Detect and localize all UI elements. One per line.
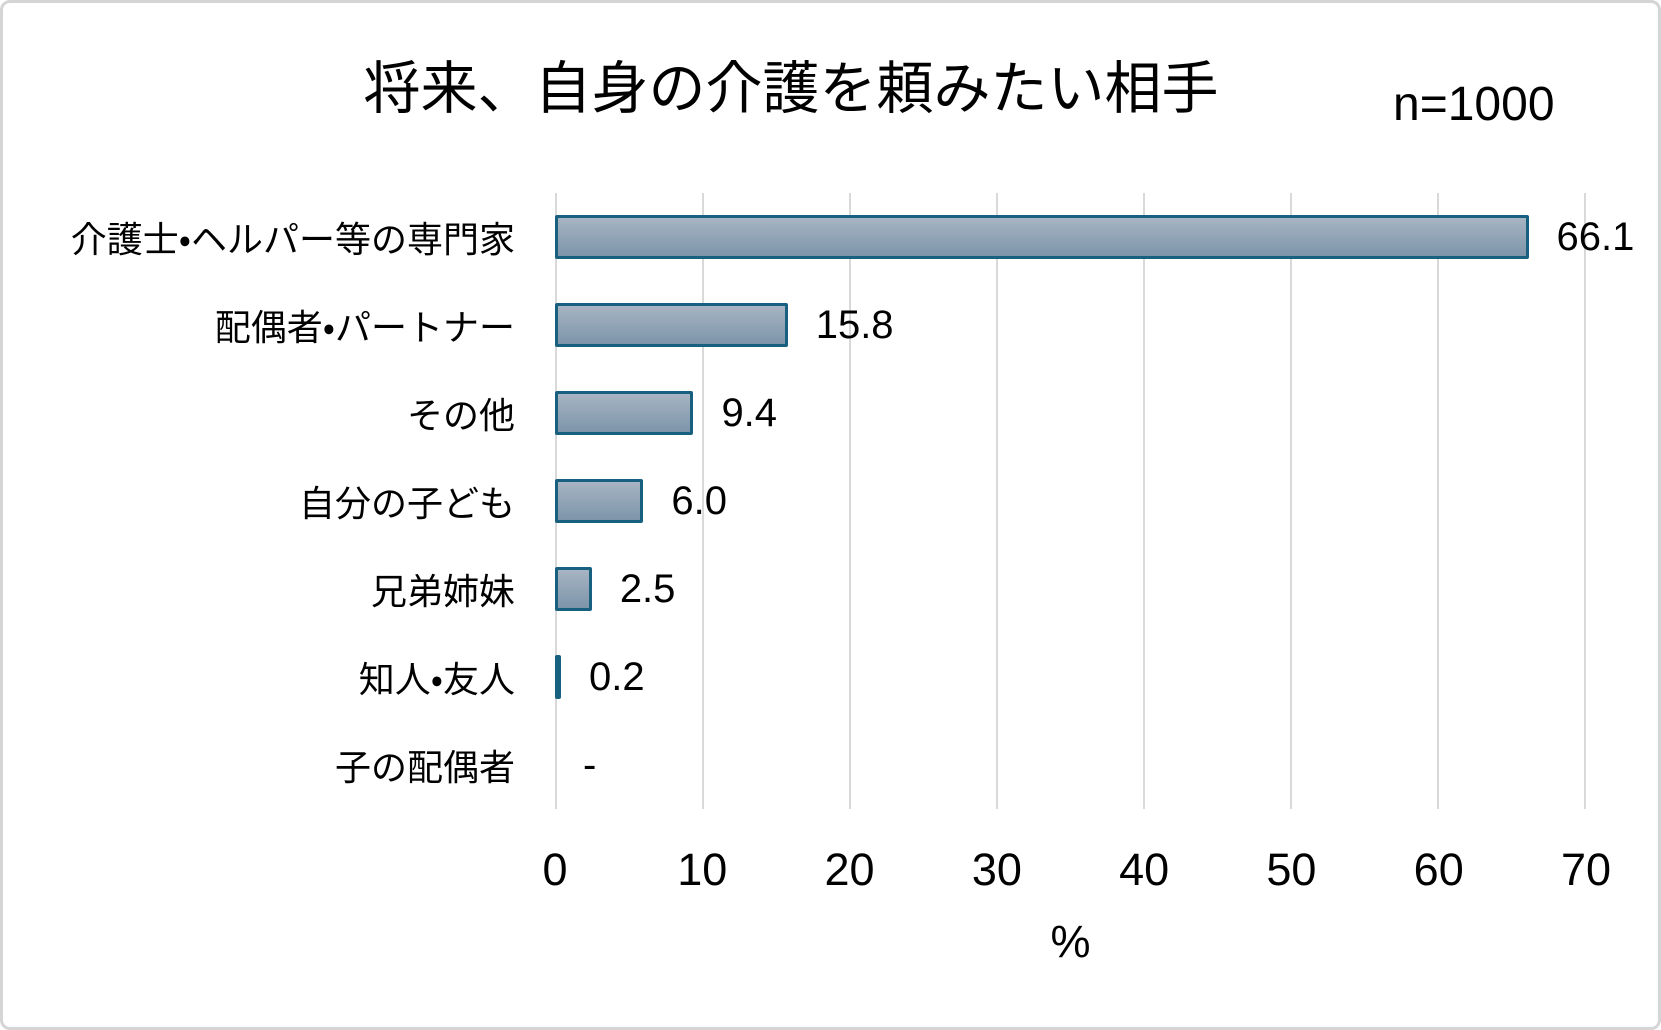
x-tick-label: 50 xyxy=(1266,844,1317,895)
bar-row: 子の配偶者 - xyxy=(3,721,1586,809)
x-tick-label: 0 xyxy=(542,844,568,895)
category-label: その他 xyxy=(406,395,515,436)
bar-row: その他 9.4 xyxy=(3,369,1586,457)
bar-row: 自分の子ども 6.0 xyxy=(3,457,1586,545)
bar xyxy=(555,655,561,699)
value-label: - xyxy=(583,742,597,787)
bar-row: 兄弟姉妹 2.5 xyxy=(3,545,1586,633)
gridline-cell xyxy=(702,193,849,809)
x-tick-label: 70 xyxy=(1560,844,1612,895)
category-label: 介護士・ヘルパー等の専門家 xyxy=(70,219,515,260)
bar-track: - xyxy=(555,721,1586,809)
x-tick-label: 30 xyxy=(971,844,1022,895)
bar-track: 6.0 xyxy=(555,457,1586,545)
gridline-cell xyxy=(849,193,996,809)
category-label: 知人・友人 xyxy=(358,659,515,700)
value-label: 15.8 xyxy=(815,302,894,347)
category-label: 配偶者・パートナー xyxy=(214,307,515,348)
gridline-cell xyxy=(1290,193,1437,809)
value-label: 2.5 xyxy=(619,566,676,611)
gridline-cell xyxy=(1143,193,1290,809)
value-label: 6.0 xyxy=(671,478,727,523)
bar xyxy=(555,391,694,435)
bar-row: 知人・友人 0.2 xyxy=(3,633,1586,721)
x-tick-label: 10 xyxy=(677,844,728,895)
bar xyxy=(555,303,788,347)
bar-rows: 介護士・ヘルパー等の専門家 66.1 配偶者・パートナー 15.8 その他 9.4 自分の子… xyxy=(3,193,1635,809)
x-tick-label: 20 xyxy=(824,844,875,895)
value-label: 9.4 xyxy=(721,390,778,435)
category-label: 自分の子ども xyxy=(298,483,515,524)
bar-row: 配偶者・パートナー 15.8 xyxy=(3,281,1586,369)
bar-track: 2.5 xyxy=(555,545,1586,633)
bar xyxy=(555,567,592,611)
chart-title: 将来、自身の介護を頼みたい相手 xyxy=(363,57,1219,121)
x-axis-ticks: 0 10 20 30 40 50 60 70 xyxy=(542,844,1611,897)
bar-track: 66.1 xyxy=(555,193,1634,281)
gridline-cell xyxy=(996,193,1143,809)
bar xyxy=(555,479,644,523)
bar-row: 介護士・ヘルパー等の専門家 66.1 xyxy=(3,193,1635,281)
category-label: 兄弟姉妹 xyxy=(370,571,515,612)
value-label: 66.1 xyxy=(1556,214,1635,259)
bar xyxy=(555,215,1529,259)
bar-track: 9.4 xyxy=(555,369,1586,457)
gridline-cell xyxy=(1437,193,1584,809)
x-tick-label: 60 xyxy=(1413,844,1464,895)
x-axis-label: % xyxy=(1050,916,1091,967)
category-label: 子の配偶者 xyxy=(334,747,515,788)
sample-size-label: n=1000 xyxy=(1393,78,1555,131)
bar-track: 15.8 xyxy=(555,281,1586,369)
bar-track: 0.2 xyxy=(555,633,1586,721)
x-tick-label: 40 xyxy=(1119,844,1170,895)
value-label: 0.2 xyxy=(589,654,645,699)
